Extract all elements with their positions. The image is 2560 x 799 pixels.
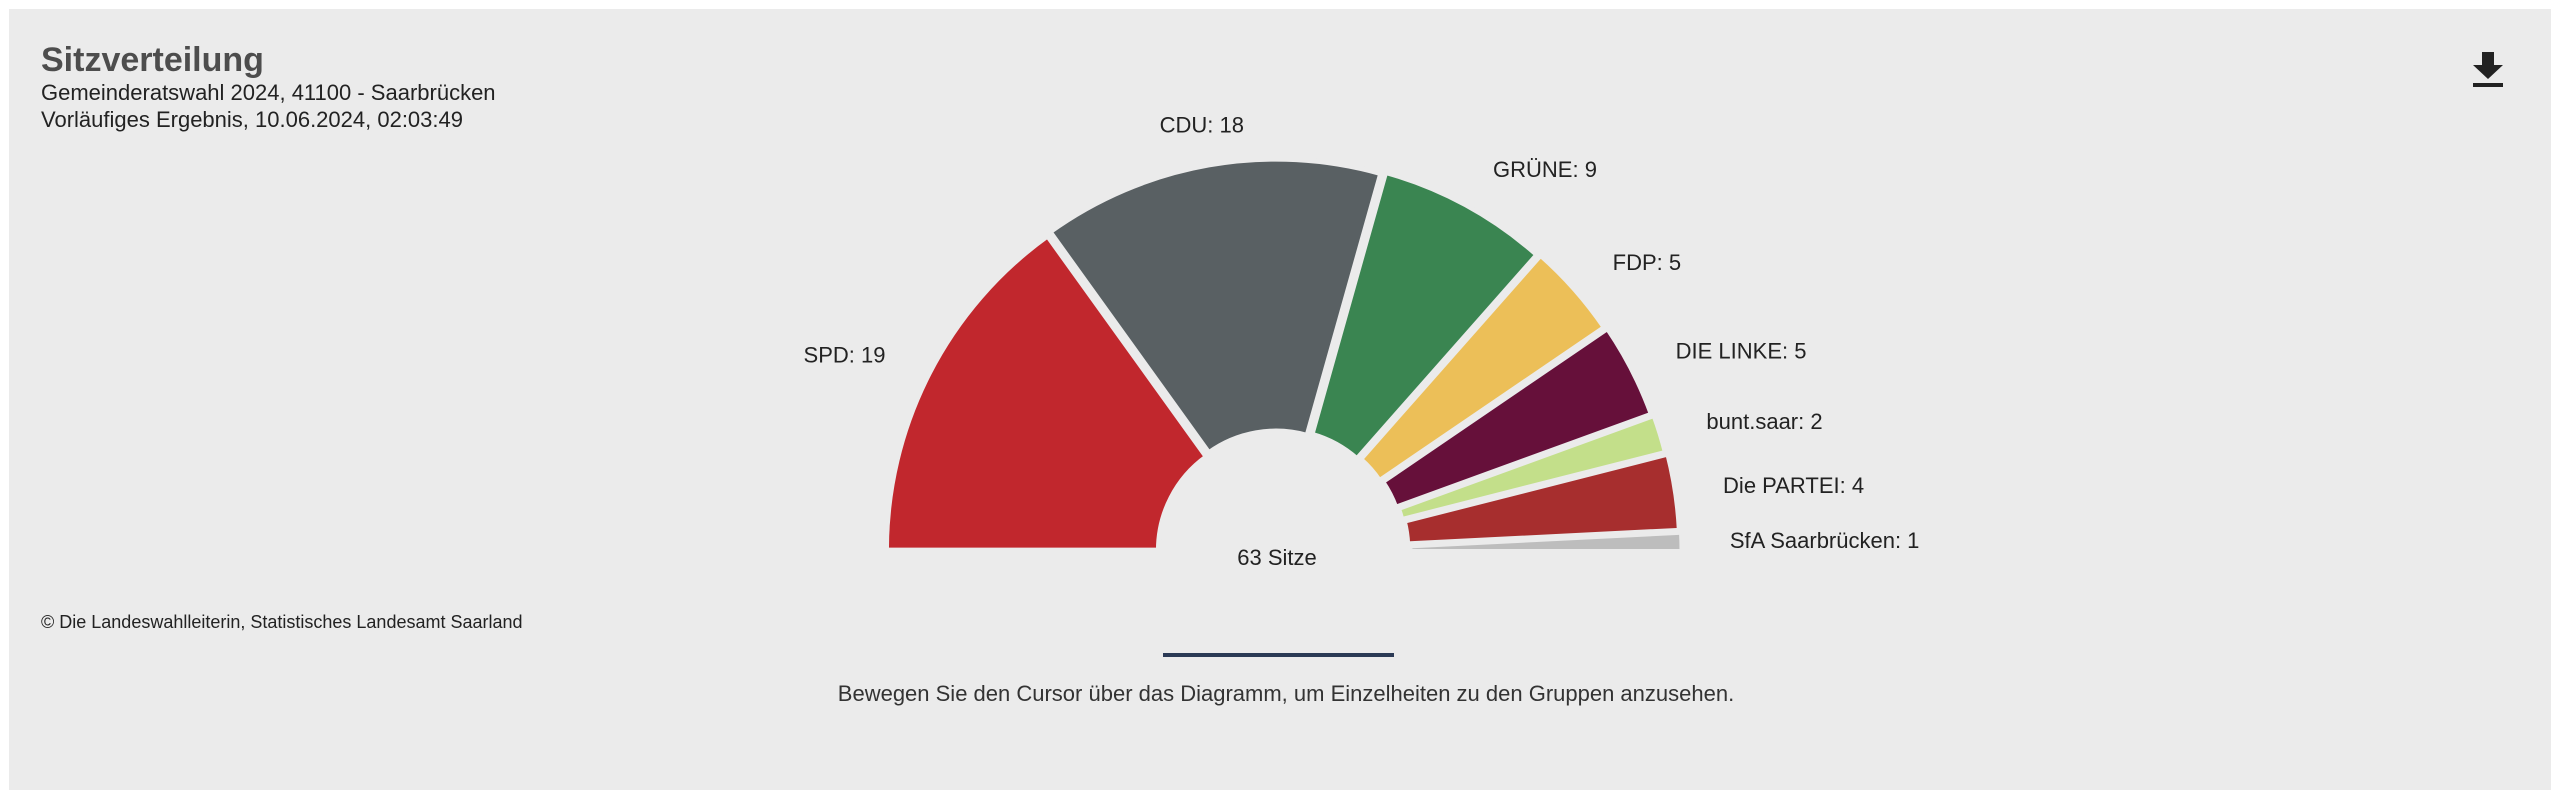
data-label-sfa-saarbrücken: SfA Saarbrücken: 1 bbox=[1730, 528, 1920, 553]
chart-subtitle: Gemeinderatswahl 2024, 41100 - Saarbrück… bbox=[41, 80, 496, 105]
data-label-die-linke: DIE LINKE: 5 bbox=[1676, 339, 1807, 364]
chart-title: Sitzverteilung bbox=[41, 41, 264, 79]
hover-hint: Bewegen Sie den Cursor über das Diagramm… bbox=[837, 681, 1735, 706]
divider bbox=[1163, 653, 1394, 657]
data-label-cdu: CDU: 18 bbox=[1160, 113, 1244, 138]
center-label: 63 Sitze bbox=[1237, 545, 1317, 570]
data-label-fdp: FDP: 5 bbox=[1613, 250, 1681, 275]
slice-spd[interactable] bbox=[883, 232, 1210, 553]
data-label-bunt-saar: bunt.saar: 2 bbox=[1706, 409, 1822, 434]
result-status: Vorläufiges Ergebnis, 10.06.2024, 02:03:… bbox=[41, 107, 463, 132]
slice-fdp[interactable] bbox=[1357, 251, 1608, 485]
slice-sfa-saarbrücken[interactable] bbox=[1407, 529, 1685, 555]
slice-cdu[interactable] bbox=[1046, 156, 1384, 457]
data-label-die-partei: Die PARTEI: 4 bbox=[1723, 473, 1864, 498]
data-label-grüne: GRÜNE: 9 bbox=[1493, 157, 1597, 182]
copyright-credit: © Die Landeswahlleiterin, Statistisches … bbox=[41, 612, 523, 632]
slice-grüne[interactable] bbox=[1308, 169, 1541, 463]
download-icon bbox=[2473, 52, 2503, 87]
download-button[interactable] bbox=[2470, 50, 2506, 90]
data-label-spd: SPD: 19 bbox=[804, 342, 886, 367]
